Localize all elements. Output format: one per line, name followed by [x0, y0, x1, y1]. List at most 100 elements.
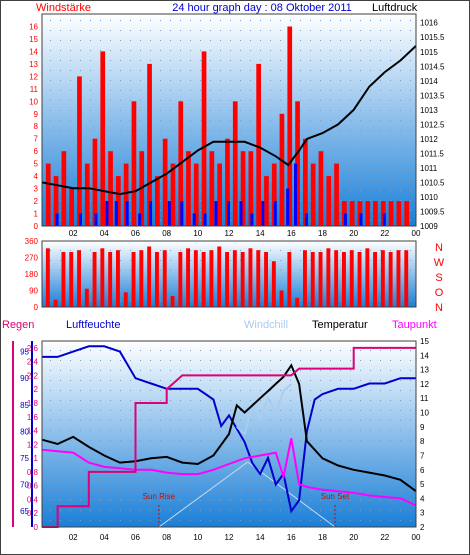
x-tick-label: 22	[380, 229, 389, 238]
direction-bar	[162, 250, 167, 307]
wind-tick-label: 10	[29, 97, 38, 106]
gust-bar	[180, 201, 184, 226]
direction-plot-border	[41, 240, 417, 308]
direction-bar	[186, 248, 190, 307]
direction-bar	[193, 250, 198, 307]
humidity-tick-label: 75	[20, 454, 29, 463]
pressure-tick-label: 1010.5	[420, 178, 445, 187]
direction-bar	[279, 290, 284, 307]
temperature-tick-label: 13	[420, 366, 429, 375]
temperature-line	[41, 363, 417, 493]
temperature-tick-label: 5	[420, 480, 425, 489]
wind-tick-label: 2	[34, 197, 39, 206]
direction-tick-label: 180	[25, 270, 39, 279]
x-tick-label: 06	[131, 229, 140, 238]
wind-bar	[186, 151, 191, 226]
gust-bar	[203, 213, 207, 226]
wind-bar	[248, 151, 254, 226]
dewpoint-line	[41, 438, 417, 507]
gust-bar	[343, 213, 347, 226]
wind-tick-label: 9	[34, 110, 39, 119]
climate-x-axis-ticks: 02 04 06 08 10 12 14 16 18 20 22 00	[69, 533, 421, 542]
direction-bar	[147, 246, 152, 307]
direction-bar	[264, 252, 268, 307]
pressure-axis-title: Luftdruck	[372, 2, 418, 14]
wind-tick-label: 0	[34, 222, 39, 231]
rain-tick-label: 0.4	[27, 495, 39, 504]
rain-tick-label: 2	[34, 385, 39, 394]
wind-bar	[388, 201, 394, 226]
pressure-axis-ticks: 1009 1009.5 1010 1010.5 1011 1011.5 1012 1012.5…	[420, 19, 445, 231]
page-title: 24 hour graph day : 08 Oktober 2011	[172, 2, 352, 14]
direction-bar	[271, 261, 276, 307]
gust-bar	[55, 213, 59, 226]
wind-bar	[287, 26, 293, 226]
gust-bar	[94, 213, 98, 226]
direction-bar	[248, 248, 253, 307]
rain-tick-label: 1	[34, 454, 39, 463]
pressure-tick-label: 1011.5	[420, 149, 444, 158]
wind-tick-label: 14	[29, 47, 38, 56]
wind-bar	[310, 163, 316, 226]
wind-bar	[373, 201, 378, 226]
wind-tick-label: 12	[29, 72, 38, 81]
rain-tick-label: 1.8	[27, 399, 39, 408]
direction-bar	[123, 292, 128, 307]
wind-bar	[53, 176, 59, 226]
direction-bar	[61, 252, 66, 307]
sun-rise-label: Sun Rise	[143, 492, 176, 501]
direction-bar	[45, 248, 50, 307]
gust-bar	[79, 213, 82, 226]
wind-tick-label: 15	[29, 35, 38, 44]
gust-bars	[55, 163, 386, 226]
rain-tick-label: 2.2	[27, 371, 39, 380]
x-tick-label: 00	[412, 229, 421, 238]
x-tick-label: 16	[287, 533, 296, 542]
direction-bar	[287, 252, 292, 307]
direction-bar	[342, 252, 346, 307]
direction-bar	[373, 252, 377, 307]
gust-bar	[239, 201, 243, 226]
direction-bar	[295, 297, 300, 307]
direction-bar	[334, 250, 339, 307]
wind-bar	[232, 101, 238, 226]
direction-bar	[92, 252, 97, 307]
direction-bar	[108, 252, 113, 307]
wind-bars	[45, 26, 409, 227]
wind-bar	[349, 201, 355, 226]
wind-bar	[256, 63, 261, 227]
sun-arc-left	[158, 461, 248, 528]
wind-bar	[365, 201, 371, 226]
direction-bar	[201, 252, 206, 307]
direction-bar	[84, 288, 89, 307]
wind-plot-border	[41, 13, 417, 227]
wind-bar	[155, 176, 160, 226]
x-tick-label: 04	[100, 533, 109, 542]
wind-bar	[123, 163, 129, 226]
sun-set-label: Sun Set	[321, 492, 350, 501]
wind-bar	[61, 151, 67, 226]
direction-tick-label: 0	[34, 303, 39, 312]
direction-bar	[240, 252, 245, 307]
wind-bar	[116, 176, 121, 226]
wind-tick-label: 7	[34, 135, 39, 144]
wind-bar	[334, 163, 339, 226]
wind-bar	[271, 163, 277, 226]
legend-windchill: Windchill	[244, 319, 288, 331]
x-tick-label: 04	[100, 229, 109, 238]
pressure-tick-label: 1010	[420, 193, 438, 202]
direction-bar	[357, 252, 362, 307]
x-tick-label: 14	[256, 533, 265, 542]
pressure-tick-label: 1015	[420, 48, 438, 57]
temperature-axis-ticks: 2 3 4 5 6 7 8 9 10 11 12 13 14 15	[420, 337, 429, 532]
sun-markers: Sun Rise Sun Set	[143, 461, 350, 528]
direction-bars	[45, 246, 409, 307]
wind-bar	[326, 176, 332, 226]
temperature-tick-label: 2	[420, 523, 425, 532]
compass-label: W	[434, 257, 445, 269]
humidity-axis-ticks: 65 70 75 80 85 90 95	[20, 348, 29, 516]
